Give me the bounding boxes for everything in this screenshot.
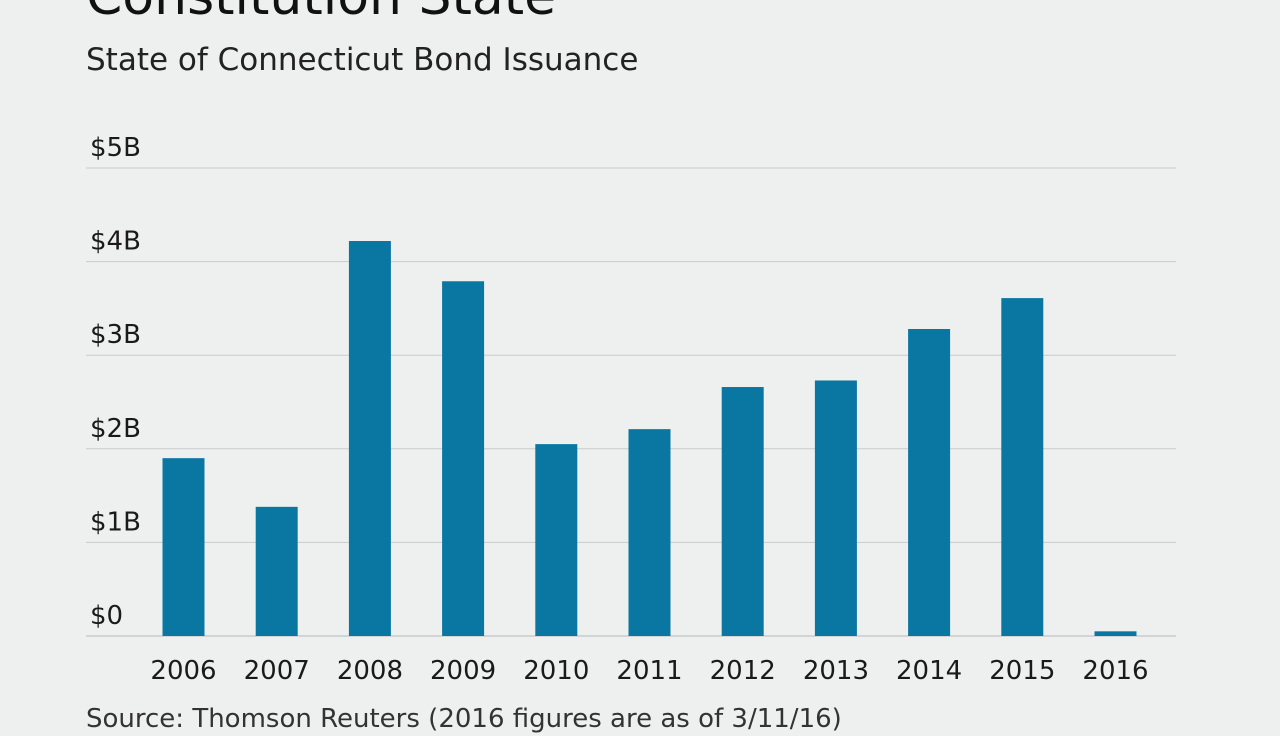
bar-2013 xyxy=(814,380,857,636)
bar-2016 xyxy=(1094,631,1137,636)
x-tick-label: 2007 xyxy=(244,656,310,686)
x-tick-label: 2010 xyxy=(523,656,589,686)
x-tick-label: 2011 xyxy=(616,656,682,686)
bars xyxy=(162,241,1137,636)
x-tick-label: 2008 xyxy=(337,656,403,686)
y-tick-label: $2B xyxy=(90,414,141,444)
bar-2008 xyxy=(348,241,391,636)
x-tick-label: 2009 xyxy=(430,656,496,686)
y-tick-label: $0 xyxy=(90,601,123,631)
source-note: Source: Thomson Reuters (2016 figures ar… xyxy=(86,704,842,734)
bar-2009 xyxy=(442,281,485,636)
y-tick-label: $3B xyxy=(90,320,141,350)
y-axis-ticks: $0 $1B $2B $3B $4B $5B xyxy=(90,133,141,631)
x-tick-label: 2016 xyxy=(1082,656,1148,686)
bar-2006 xyxy=(162,458,205,636)
x-tick-label: 2012 xyxy=(710,656,776,686)
y-tick-label: $5B xyxy=(90,133,141,163)
x-tick-label: 2014 xyxy=(896,656,962,686)
y-tick-label: $1B xyxy=(90,507,141,537)
bar-2015 xyxy=(1001,298,1044,636)
bar-2010 xyxy=(535,444,578,636)
bar-2012 xyxy=(721,387,764,636)
chart-title: Constitution State xyxy=(86,0,556,28)
bar-chart: $0$1B$2B$3B$4B$5B 2006 2007 2008 2009 2010 20… xyxy=(86,133,1176,686)
y-tick-label: $4B xyxy=(90,227,141,257)
bar-2014 xyxy=(908,328,951,636)
x-tick-label: 2015 xyxy=(989,656,1055,686)
x-axis-ticks: 2006 2007 2008 2009 2010 2011 2012 2013 2014 2015… xyxy=(150,656,1148,686)
x-tick-label: 2013 xyxy=(803,656,869,686)
bar-2011 xyxy=(628,429,671,636)
bar-2007 xyxy=(255,506,298,636)
x-tick-label: 2006 xyxy=(150,656,216,686)
chart-subtitle: State of Connecticut Bond Issuance xyxy=(86,42,639,78)
